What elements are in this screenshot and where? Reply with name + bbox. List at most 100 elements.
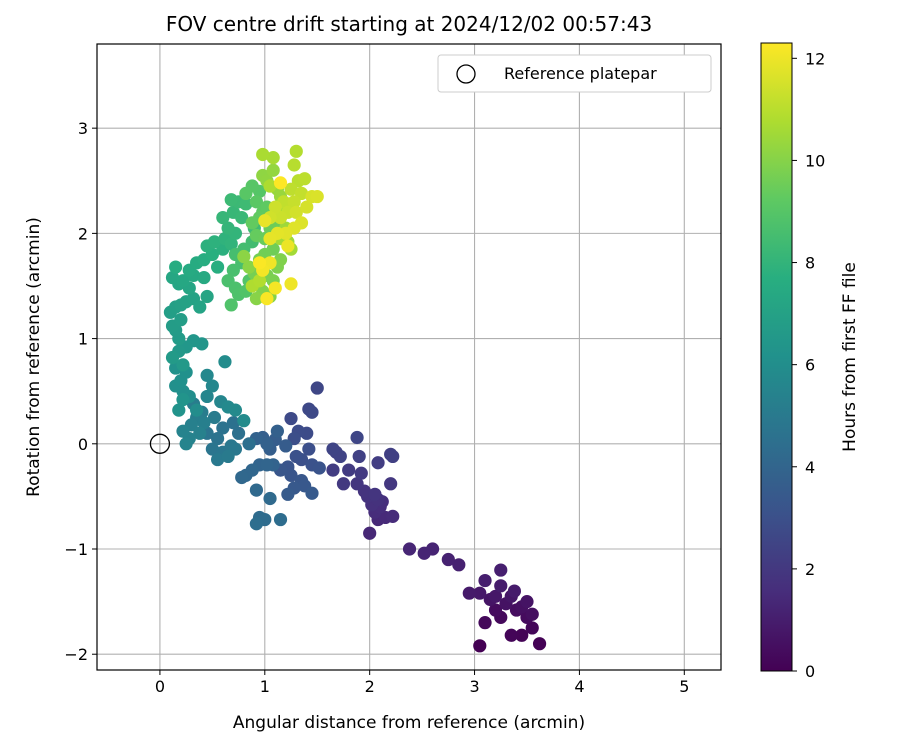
scatter-point xyxy=(211,260,225,274)
scatter-point xyxy=(224,298,238,312)
grid-lines xyxy=(97,44,721,670)
colorbar-gradient xyxy=(760,42,793,672)
scatter-point xyxy=(371,456,385,470)
scatter-point xyxy=(193,300,207,314)
scatter-point xyxy=(284,411,298,426)
scatter-point xyxy=(281,239,295,253)
scatter-point xyxy=(270,424,284,438)
scatter-point xyxy=(263,232,277,246)
scatter-point xyxy=(176,358,190,372)
scatter-point xyxy=(363,526,377,540)
scatter-point xyxy=(368,487,382,501)
scatter-point xyxy=(352,449,366,464)
y-tick-label: −2 xyxy=(64,645,88,664)
scatter-point xyxy=(200,389,214,404)
scatter-point xyxy=(249,195,264,209)
scatter-point xyxy=(289,205,303,219)
scatter-point xyxy=(284,182,298,196)
legend-label: Reference platepar xyxy=(504,64,657,83)
scatter-point xyxy=(326,442,340,456)
scatter-point xyxy=(478,616,492,630)
scatter-point xyxy=(207,410,222,425)
scatter-point xyxy=(226,416,240,430)
scatter-point xyxy=(239,186,253,200)
scatter-point xyxy=(494,579,508,593)
scatter-point xyxy=(249,483,264,497)
y-tick-label: 1 xyxy=(78,330,88,349)
scatter-point xyxy=(242,260,256,274)
scatter-point xyxy=(386,509,400,523)
y-tick-label: 2 xyxy=(78,224,88,243)
scatter-point xyxy=(205,379,219,393)
scatter-point xyxy=(417,546,431,560)
x-tick-label: 1 xyxy=(260,677,270,696)
scatter-point xyxy=(273,176,288,190)
scatter-point xyxy=(284,277,298,291)
scatter-point xyxy=(350,477,364,491)
scatter-point xyxy=(205,442,219,456)
scatter-point xyxy=(305,486,319,500)
legend-box xyxy=(437,54,712,93)
scatter-point xyxy=(174,313,188,327)
scatter-point xyxy=(305,405,319,419)
scatter-point xyxy=(224,237,238,251)
scatter-point xyxy=(279,439,293,453)
scatter-point xyxy=(515,628,529,642)
scatter-point xyxy=(289,449,303,464)
scatter-point xyxy=(252,274,267,288)
colorbar-tick-label: 2 xyxy=(805,560,815,579)
y-tick-label: 3 xyxy=(78,119,88,138)
scatter-point xyxy=(473,639,487,653)
scatter-point xyxy=(507,584,521,598)
scatter-point xyxy=(207,235,222,249)
x-axis-ticks: 0 1 2 3 4 5 xyxy=(155,670,689,696)
colorbar-ticks: 0 2 4 6 8 10 12 xyxy=(792,49,825,681)
x-tick-label: 2 xyxy=(365,677,375,696)
scatter-point xyxy=(216,210,230,225)
scatter-point xyxy=(221,221,235,235)
scatter-point xyxy=(354,466,368,480)
scatter-point xyxy=(260,292,274,306)
scatter-point xyxy=(197,270,211,285)
scatter-point xyxy=(231,426,246,440)
colorbar-tick-label: 10 xyxy=(805,151,825,170)
scatter-point xyxy=(226,263,240,277)
scatter-point xyxy=(169,260,183,274)
colorbar-tick-label: 8 xyxy=(805,254,815,273)
scatter-point xyxy=(384,477,398,491)
scatter-point xyxy=(336,477,351,491)
chart-title: FOV centre drift starting at 2024/12/02 … xyxy=(166,12,652,36)
scatter-point xyxy=(478,573,492,588)
scatter-point xyxy=(237,249,251,264)
scatter-point xyxy=(268,200,282,214)
scatter-point xyxy=(281,487,295,501)
scatter-point xyxy=(452,558,466,572)
colorbar-label: Hours from first FF file xyxy=(840,262,860,452)
scatter-point xyxy=(266,163,280,177)
scatter-point xyxy=(235,470,249,485)
y-axis-ticks: −2 −1 0 1 2 3 xyxy=(64,119,97,664)
reference-platepar-marker xyxy=(149,433,171,454)
scatter-point xyxy=(266,151,280,165)
scatter-point xyxy=(273,210,288,225)
colorbar-tick-label: 6 xyxy=(805,356,815,375)
scatter-point xyxy=(462,586,476,600)
scatter-point xyxy=(310,189,324,204)
colorbar-tick-label: 4 xyxy=(805,458,815,477)
scatter-point xyxy=(237,414,251,428)
scatter-point xyxy=(300,200,314,214)
scatter-point xyxy=(268,281,282,295)
scatter-point xyxy=(520,595,534,609)
scatter-point xyxy=(260,458,274,472)
scatter-point xyxy=(176,424,190,438)
x-tick-label: 5 xyxy=(679,677,689,696)
scatter-point xyxy=(242,437,256,451)
scatter-point xyxy=(176,393,190,407)
scatter-point xyxy=(263,179,277,193)
scatter-point xyxy=(402,542,417,556)
scatter-point xyxy=(441,552,455,567)
y-tick-label: 0 xyxy=(78,435,88,454)
scatter-point xyxy=(312,461,326,475)
scatter-point xyxy=(252,256,267,270)
